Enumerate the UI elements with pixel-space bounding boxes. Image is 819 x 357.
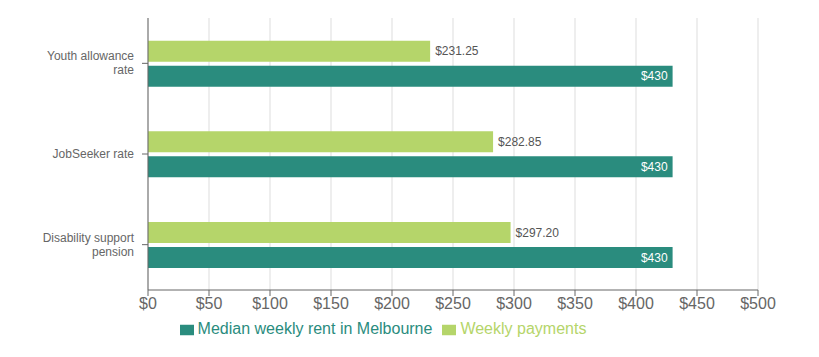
svg-text:Disability supportpension: Disability supportpension	[43, 231, 135, 259]
svg-text:$231.25: $231.25	[435, 44, 479, 58]
svg-text:$430: $430	[641, 69, 668, 83]
svg-text:$500: $500	[740, 295, 776, 312]
svg-text:$450: $450	[679, 295, 715, 312]
html-text:Weekly payments: Weekly payments	[460, 320, 587, 337]
svg-text:$200: $200	[374, 295, 410, 312]
svg-text:$430: $430	[641, 251, 668, 265]
svg-text:$100: $100	[252, 295, 288, 312]
svg-text:$0: $0	[139, 295, 157, 312]
svg-text:$50: $50	[196, 295, 223, 312]
svg-text:$400: $400	[618, 295, 654, 312]
svg-text:Youth allowancerate: Youth allowancerate	[47, 49, 134, 77]
svg-text:$300: $300	[496, 295, 532, 312]
svg-text:$150: $150	[313, 295, 349, 312]
html-text:Median weekly rent in Melbourn: Median weekly rent in Melbourne	[197, 320, 433, 337]
svg-text:$297.20: $297.20	[516, 226, 560, 240]
svg-text:$350: $350	[557, 295, 593, 312]
svg-text:JobSeeker rate: JobSeeker rate	[53, 147, 135, 161]
svg-text:$430: $430	[641, 160, 668, 174]
svg-text:$282.85: $282.85	[498, 135, 542, 149]
svg-text:$250: $250	[435, 295, 471, 312]
